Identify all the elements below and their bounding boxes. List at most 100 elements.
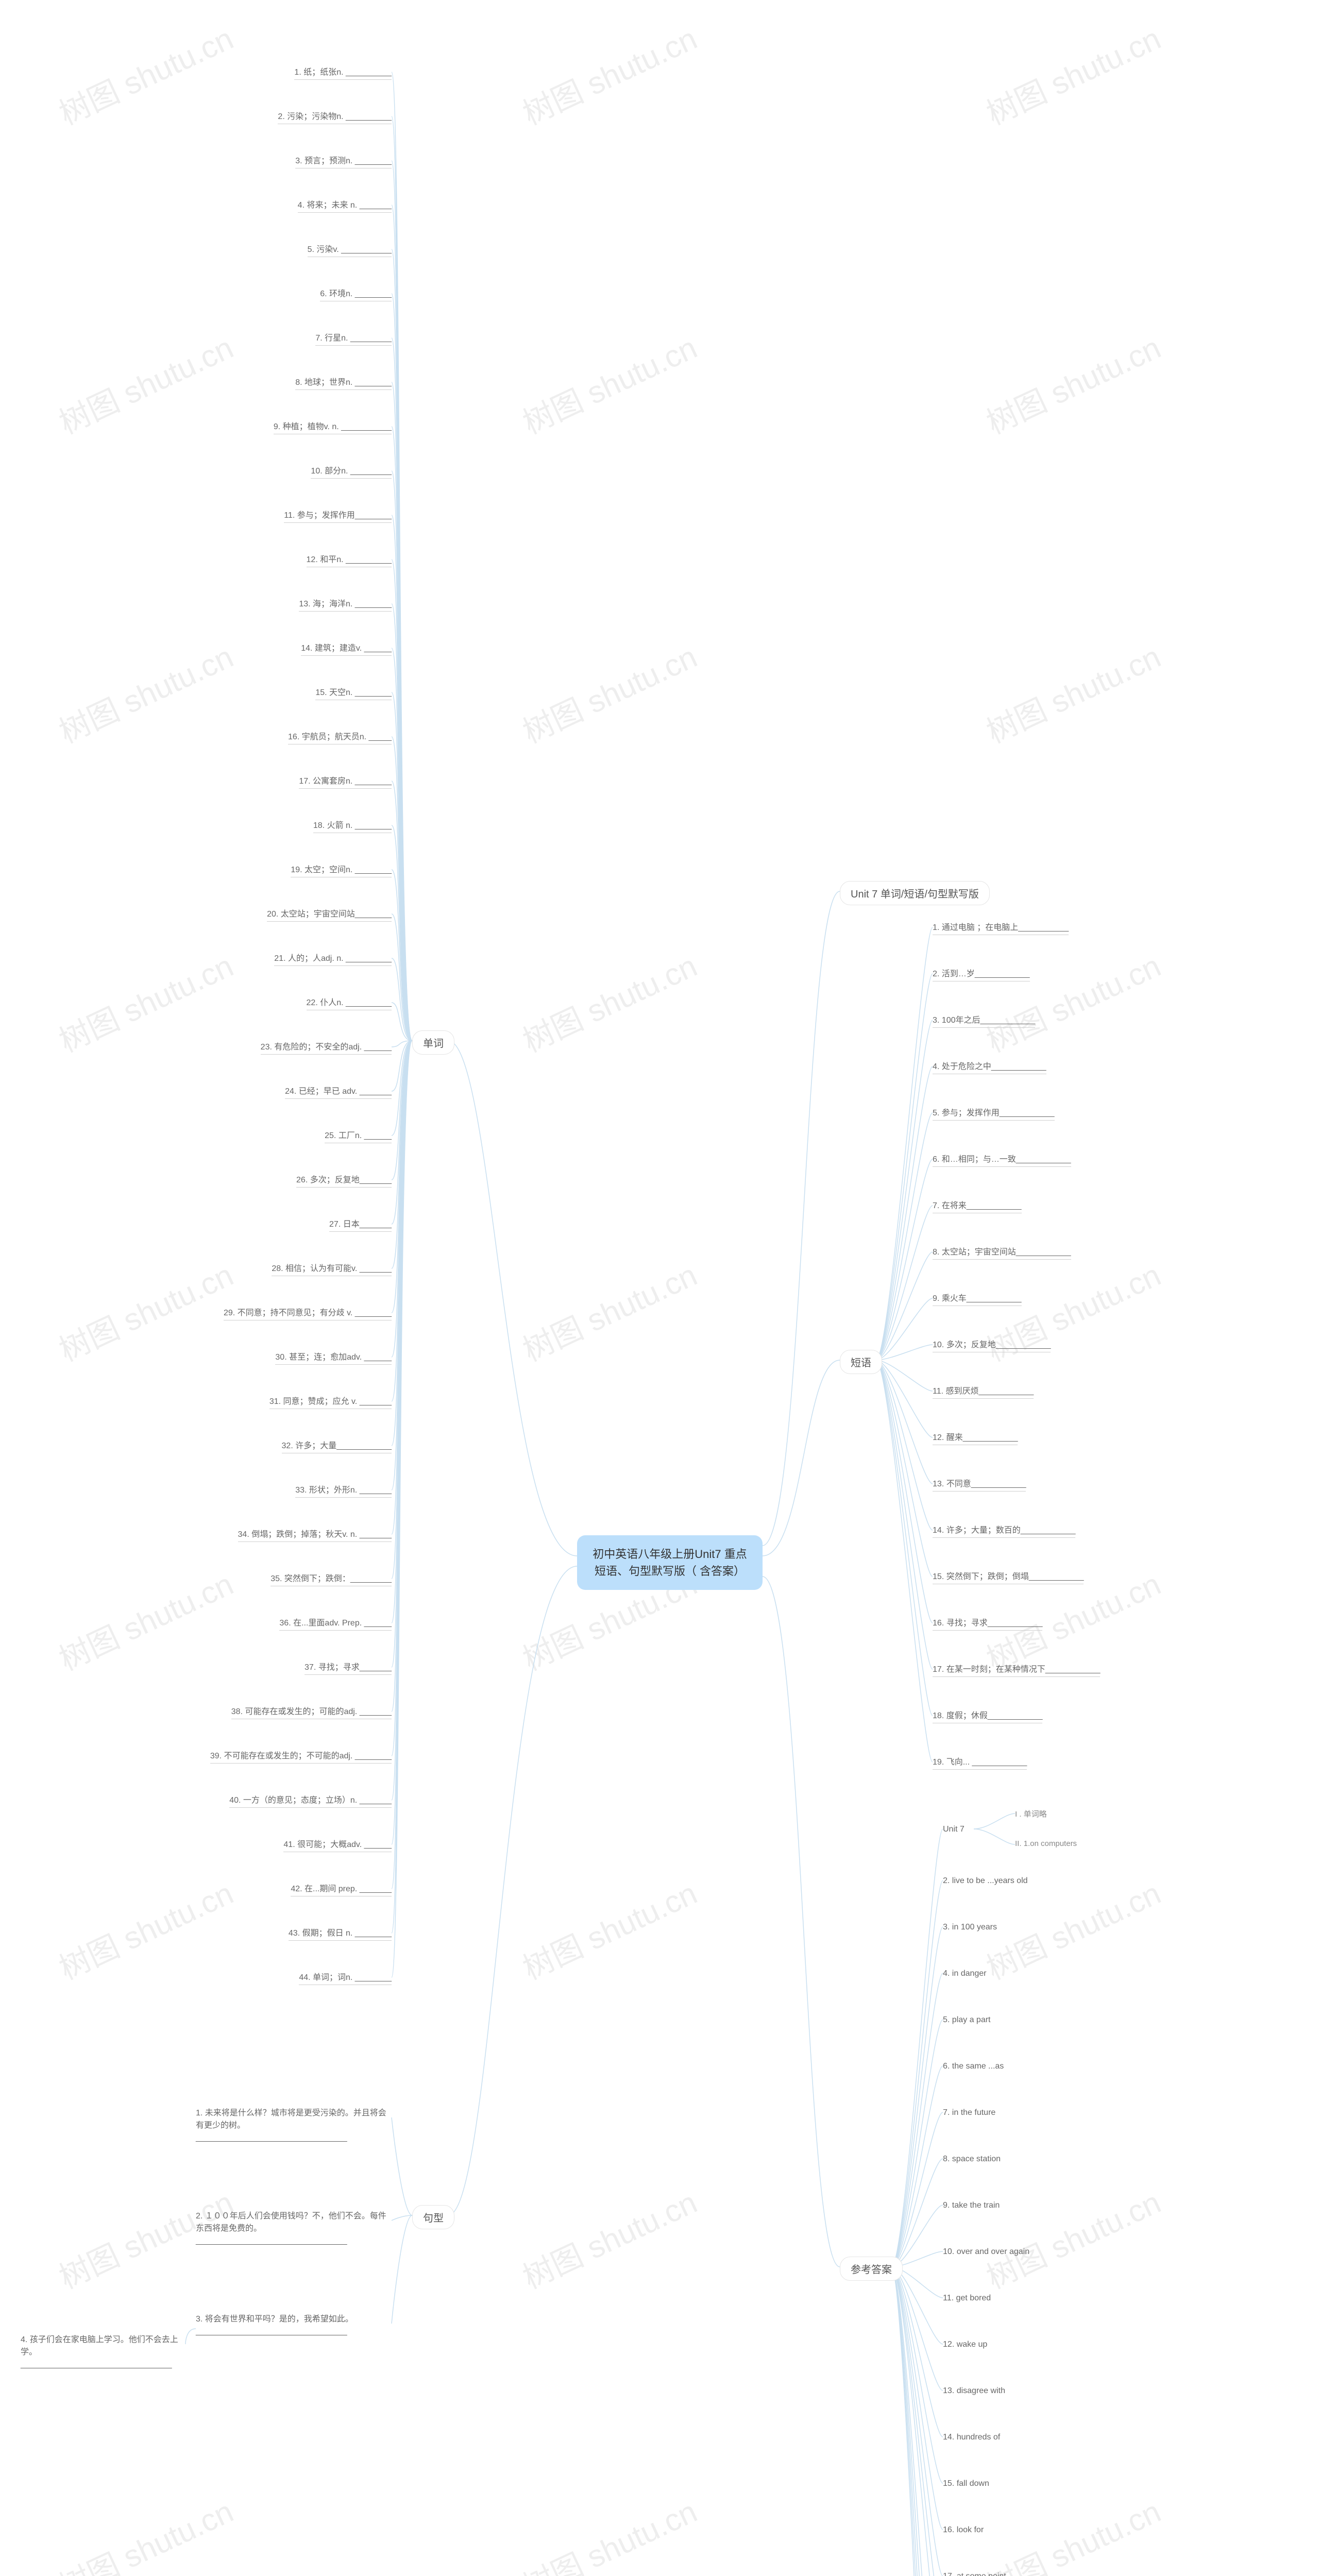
watermark: 树图 shutu.cn xyxy=(978,632,1167,752)
watermark: 树图 shutu.cn xyxy=(515,1250,703,1370)
phrase-item: 10. 多次；反复地____________ xyxy=(933,1340,1051,1352)
word-item: 19. 太空；空间n. ________ xyxy=(291,865,392,877)
watermark: 树图 shutu.cn xyxy=(51,14,240,133)
word-item: 38. 可能存在或发生的；可能的adj. _______ xyxy=(231,1706,392,1719)
word-item: 13. 海；海洋n. ________ xyxy=(299,599,392,612)
answer-item: 15. fall down xyxy=(943,2478,989,2489)
phrase-item: 9. 乘火车____________ xyxy=(933,1293,1022,1306)
connector-svg xyxy=(0,0,1319,2576)
watermark: 树图 shutu.cn xyxy=(515,14,703,133)
watermark: 树图 shutu.cn xyxy=(51,323,240,443)
watermark: 树图 shutu.cn xyxy=(51,1250,240,1370)
phrase-item: 18. 度假；休假____________ xyxy=(933,1710,1042,1723)
word-item: 44. 单词；词n. ________ xyxy=(299,1972,392,1985)
watermark: 树图 shutu.cn xyxy=(515,632,703,752)
word-item: 42. 在...期间 prep. _______ xyxy=(291,1884,392,1896)
answer-item: 3. in 100 years xyxy=(943,1922,997,1933)
word-item: 14. 建筑；建造v. ______ xyxy=(301,643,392,656)
word-item: 28. 相信；认为有可能v. _______ xyxy=(272,1263,392,1276)
word-item: 6. 环境n. ________ xyxy=(320,289,392,301)
phrase-item: 5. 参与；发挥作用____________ xyxy=(933,1108,1055,1121)
answers-sub2: II. 1.on computers xyxy=(1015,1839,1077,1848)
phrase-item: 16. 寻找；寻求____________ xyxy=(933,1618,1042,1631)
word-item: 43. 假期；假日 n. ________ xyxy=(289,1928,392,1941)
word-item: 40. 一方（的意见；态度；立场）n. _______ xyxy=(229,1795,392,1808)
watermark: 树图 shutu.cn xyxy=(978,323,1167,443)
word-item: 4. 将来；未来 n. _______ xyxy=(298,200,392,213)
branch-phrases: 短语 xyxy=(840,1350,882,1374)
watermark: 树图 shutu.cn xyxy=(978,14,1167,133)
word-item: 25. 工厂n. ______ xyxy=(325,1130,392,1143)
sentence-sub-item: 4. 孩子们会在家电脑上学习。他们不会去上学。 ________________… xyxy=(21,2334,185,2371)
word-item: 9. 种植；植物v. n. ___________ xyxy=(274,421,392,434)
word-item: 18. 火箭 n. ________ xyxy=(313,820,392,833)
answer-item: 14. hundreds of xyxy=(943,2432,1000,2443)
word-item: 27. 日本_______ xyxy=(329,1219,392,1232)
branch-sentences: 句型 xyxy=(412,2205,454,2229)
branch-words: 单词 xyxy=(412,1030,454,1055)
word-item: 29. 不同意；持不同意见；有分歧 v. ________ xyxy=(224,1308,392,1320)
word-item: 15. 天空n. ________ xyxy=(315,687,392,700)
phrase-item: 2. 活到…岁____________ xyxy=(933,969,1030,981)
phrase-item: 13. 不同意____________ xyxy=(933,1479,1026,1492)
answer-item: 11. get bored xyxy=(943,2293,991,2304)
phrase-item: 1. 通过电脑 ；在电脑上___________ xyxy=(933,922,1069,935)
word-item: 32. 许多；大量____________ xyxy=(282,1440,392,1453)
word-item: 33. 形状；外形n. _______ xyxy=(295,1485,392,1498)
phrase-item: 4. 处于危险之中____________ xyxy=(933,1061,1046,1074)
word-item: 12. 和平n. __________ xyxy=(307,554,392,567)
center-title: 初中英语八年级上册Unit7 重点短语、句型默写版（ 含答案） xyxy=(593,1548,747,1578)
answer-item: 9. take the train xyxy=(943,2200,1000,2211)
word-item: 34. 倒塌；跌倒；掉落；秋天v. n. _______ xyxy=(238,1529,392,1542)
answer-item: 6. the same ...as xyxy=(943,2061,1004,2072)
phrase-item: 14. 许多；大量；数百的____________ xyxy=(933,1525,1075,1538)
answers-unit-label: Unit 7 xyxy=(943,1824,965,1835)
phrase-item: 19. 飞向... ____________ xyxy=(933,1757,1027,1770)
branch-heading: Unit 7 单词/短语/句型默写版 xyxy=(840,881,990,905)
sentence-item: 2. １００年后人们会使用钱吗？不，他们不会。每件东西将是免费的。 ______… xyxy=(196,2210,392,2247)
answer-item: 7. in the future xyxy=(943,2107,995,2119)
word-item: 10. 部分n. _________ xyxy=(311,466,392,479)
word-item: 7. 行星n. _________ xyxy=(315,333,392,346)
word-item: 1. 纸；纸张n. __________ xyxy=(294,67,392,80)
sentence-item: 3. 将会有世界和平吗？是的，我希望如此。 __________________… xyxy=(196,2313,392,2338)
word-item: 23. 有危险的；不安全的adj. ______ xyxy=(261,1042,392,1055)
answer-item: 8. space station xyxy=(943,2154,1001,2165)
phrase-item: 15. 突然倒下；跌倒；倒塌____________ xyxy=(933,1571,1084,1584)
word-item: 30. 甚至；连；愈加adv. ______ xyxy=(275,1352,392,1365)
word-item: 20. 太空站；宇宙空间站________ xyxy=(267,909,392,922)
watermark: 树图 shutu.cn xyxy=(515,941,703,1061)
watermark: 树图 shutu.cn xyxy=(515,2487,703,2576)
phrase-item: 7. 在将来____________ xyxy=(933,1200,1022,1213)
word-item: 31. 同意；赞成；应允 v. _______ xyxy=(269,1396,392,1409)
answer-item: 4. in danger xyxy=(943,1968,987,1979)
watermark: 树图 shutu.cn xyxy=(515,1869,703,1988)
answer-item: 10. over and over again xyxy=(943,2246,1029,2258)
word-item: 17. 公寓套房n. ________ xyxy=(299,776,392,789)
word-item: 11. 参与；发挥作用________ xyxy=(284,510,392,523)
word-item: 2. 污染；污染物n. __________ xyxy=(278,111,392,124)
word-item: 37. 寻找；寻求_______ xyxy=(305,1662,392,1675)
word-item: 5. 污染v. ___________ xyxy=(308,244,392,257)
answer-item: 12. wake up xyxy=(943,2339,987,2350)
watermark: 树图 shutu.cn xyxy=(978,2487,1167,2576)
center-node: 初中英语八年级上册Unit7 重点短语、句型默写版（ 含答案） xyxy=(577,1535,763,1590)
phrase-item: 3. 100年之后____________ xyxy=(933,1015,1035,1028)
word-item: 39. 不可能存在或发生的；不可能的adj. ________ xyxy=(210,1751,392,1764)
answer-item: 5. play a part xyxy=(943,2014,991,2026)
answer-item: 13. disagree with xyxy=(943,2385,1005,2397)
watermark: 树图 shutu.cn xyxy=(515,2178,703,2297)
word-item: 3. 预言；预测n. ________ xyxy=(295,156,392,168)
watermark: 树图 shutu.cn xyxy=(51,1560,240,1679)
answers-sub1: I . 单词略 xyxy=(1015,1808,1047,1819)
branch-answers: 参考答案 xyxy=(840,2257,903,2281)
word-item: 36. 在...里面adv. Prep. ______ xyxy=(279,1618,392,1631)
word-item: 16. 宇航员；航天员n. _____ xyxy=(288,732,392,744)
word-item: 8. 地球；世界n. ________ xyxy=(295,377,392,390)
phrase-item: 17. 在某一时刻；在某种情况下____________ xyxy=(933,1664,1100,1677)
phrase-item: 6. 和…相同；与…一致____________ xyxy=(933,1154,1071,1167)
phrase-item: 12. 醒来____________ xyxy=(933,1432,1018,1445)
word-item: 41. 很可能；大概adv. ______ xyxy=(283,1839,392,1852)
answer-item: 17. at some point xyxy=(943,2571,1006,2576)
watermark: 树图 shutu.cn xyxy=(978,941,1167,1061)
